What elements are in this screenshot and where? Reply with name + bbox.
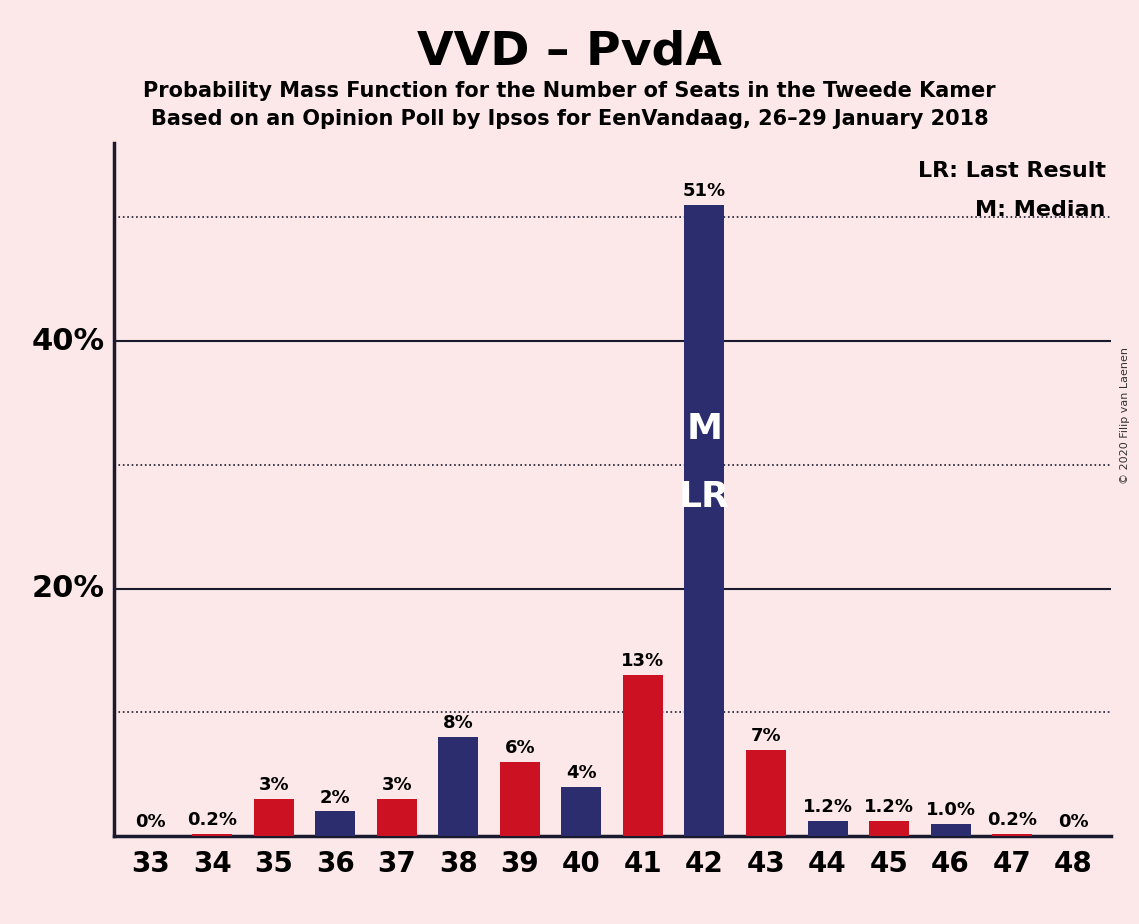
Text: LR: Last Result: LR: Last Result xyxy=(918,161,1106,180)
Bar xyxy=(808,821,847,836)
Text: 7%: 7% xyxy=(751,726,781,745)
Text: M: M xyxy=(687,412,722,446)
Text: 3%: 3% xyxy=(259,776,289,794)
Text: 40%: 40% xyxy=(32,327,105,356)
Bar xyxy=(746,749,786,836)
Text: 13%: 13% xyxy=(622,652,664,671)
Text: 6%: 6% xyxy=(505,739,535,757)
Text: 4%: 4% xyxy=(566,764,597,782)
Text: 8%: 8% xyxy=(443,714,474,732)
Text: VVD – PvdA: VVD – PvdA xyxy=(417,30,722,75)
Bar xyxy=(992,833,1032,836)
Text: 0%: 0% xyxy=(136,813,166,832)
Text: 1.2%: 1.2% xyxy=(803,798,852,817)
Bar xyxy=(254,799,294,836)
Bar xyxy=(685,205,724,836)
Bar xyxy=(623,675,663,836)
Text: 0.2%: 0.2% xyxy=(187,810,237,829)
Text: 20%: 20% xyxy=(32,574,105,603)
Text: 1.2%: 1.2% xyxy=(865,798,915,817)
Text: Probability Mass Function for the Number of Seats in the Tweede Kamer: Probability Mass Function for the Number… xyxy=(144,81,995,102)
Bar xyxy=(562,786,601,836)
Text: 0.2%: 0.2% xyxy=(988,810,1038,829)
Text: Based on an Opinion Poll by Ipsos for EenVandaag, 26–29 January 2018: Based on an Opinion Poll by Ipsos for Ee… xyxy=(150,109,989,129)
Text: 0%: 0% xyxy=(1058,813,1089,832)
Bar xyxy=(192,833,232,836)
Text: 2%: 2% xyxy=(320,788,351,807)
Text: 1.0%: 1.0% xyxy=(926,801,976,819)
Bar xyxy=(869,821,909,836)
Bar xyxy=(316,811,355,836)
Text: LR: LR xyxy=(679,480,730,515)
Text: 51%: 51% xyxy=(683,182,726,201)
Bar xyxy=(377,799,417,836)
Bar xyxy=(500,762,540,836)
Text: 3%: 3% xyxy=(382,776,412,794)
Bar xyxy=(439,737,478,836)
Text: M: Median: M: Median xyxy=(975,201,1106,220)
Text: © 2020 Filip van Laenen: © 2020 Filip van Laenen xyxy=(1121,347,1130,484)
Bar xyxy=(931,824,970,836)
